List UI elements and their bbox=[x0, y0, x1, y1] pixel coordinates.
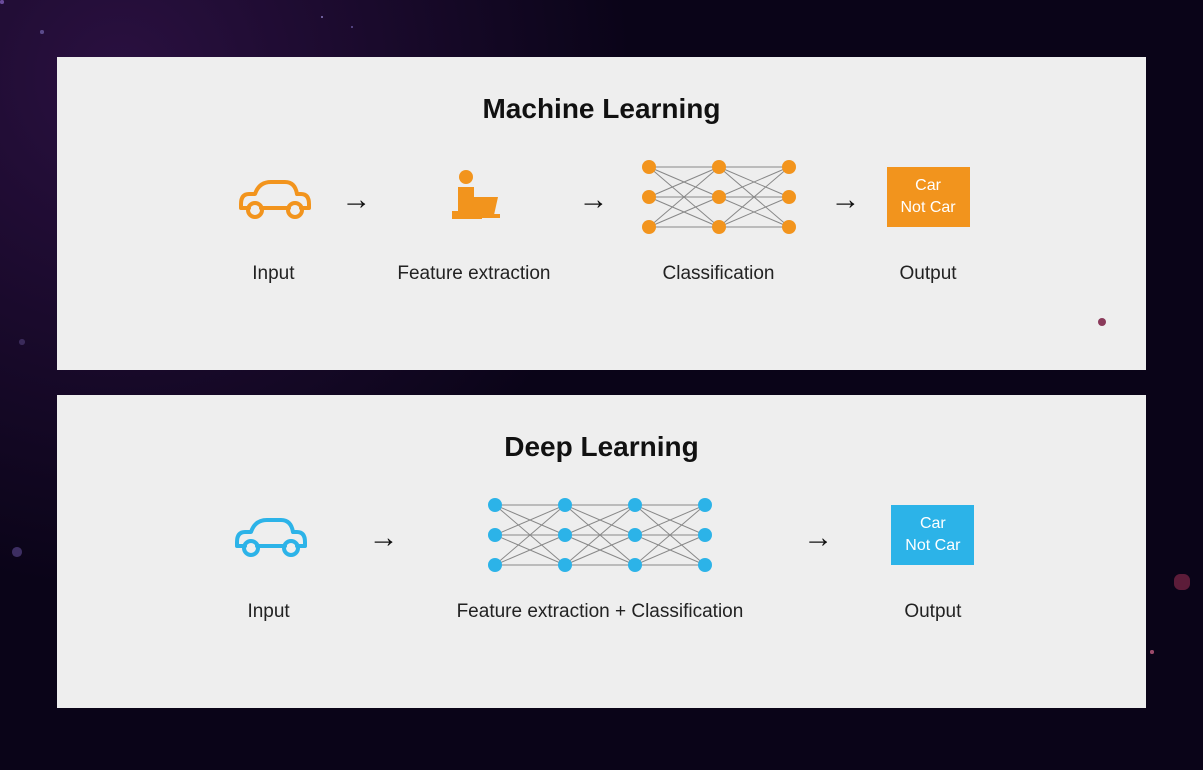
dl-title: Deep Learning bbox=[504, 431, 698, 463]
dl-output-badge: Car Not Car bbox=[891, 505, 974, 564]
ml-pipeline: Input → Feature extraction → bbox=[57, 161, 1146, 285]
dl-panel: Deep Learning Input → Feature extrac bbox=[57, 395, 1146, 708]
ml-input-label: Input bbox=[252, 263, 294, 285]
dl-combo-label: Feature extraction + Classification bbox=[457, 601, 744, 623]
output-badge: Car Not Car bbox=[887, 161, 970, 233]
arrow-icon: → bbox=[803, 521, 831, 555]
arrow-icon: → bbox=[579, 183, 607, 217]
badge-line: Car bbox=[905, 513, 960, 535]
badge-line: Not Car bbox=[905, 535, 960, 557]
dl-pipeline: Input → Feature extraction + Classificat… bbox=[57, 499, 1146, 623]
dl-input-label: Input bbox=[247, 601, 289, 623]
person-laptop-icon bbox=[438, 161, 510, 233]
ml-output-label: Output bbox=[900, 263, 957, 285]
ml-title: Machine Learning bbox=[482, 93, 720, 125]
ml-panel: Machine Learning Input → bbox=[57, 57, 1146, 370]
car-icon bbox=[233, 161, 313, 233]
arrow-icon: → bbox=[341, 183, 369, 217]
output-badge: Car Not Car bbox=[891, 499, 974, 571]
ml-stage-input: Input bbox=[233, 161, 313, 285]
ml-stage-output: Car Not Car Output bbox=[887, 161, 970, 285]
ml-classify-label: Classification bbox=[663, 263, 775, 285]
ml-feature-label: Feature extraction bbox=[397, 263, 550, 285]
badge-line: Car bbox=[901, 175, 956, 197]
dl-stage-input: Input bbox=[229, 499, 309, 623]
badge-line: Not Car bbox=[901, 197, 956, 219]
dl-output-label: Output bbox=[904, 601, 961, 623]
arrow-icon: → bbox=[831, 183, 859, 217]
neural-net-icon bbox=[635, 161, 803, 233]
dl-stage-output: Car Not Car Output bbox=[891, 499, 974, 623]
ml-stage-classify: Classification bbox=[635, 161, 803, 285]
neural-net-icon bbox=[481, 499, 719, 571]
ml-stage-feature: Feature extraction bbox=[397, 161, 550, 285]
car-icon bbox=[229, 499, 309, 571]
arrow-icon: → bbox=[369, 521, 397, 555]
ml-output-badge: Car Not Car bbox=[887, 167, 970, 226]
dl-stage-combo: Feature extraction + Classification bbox=[457, 499, 744, 623]
